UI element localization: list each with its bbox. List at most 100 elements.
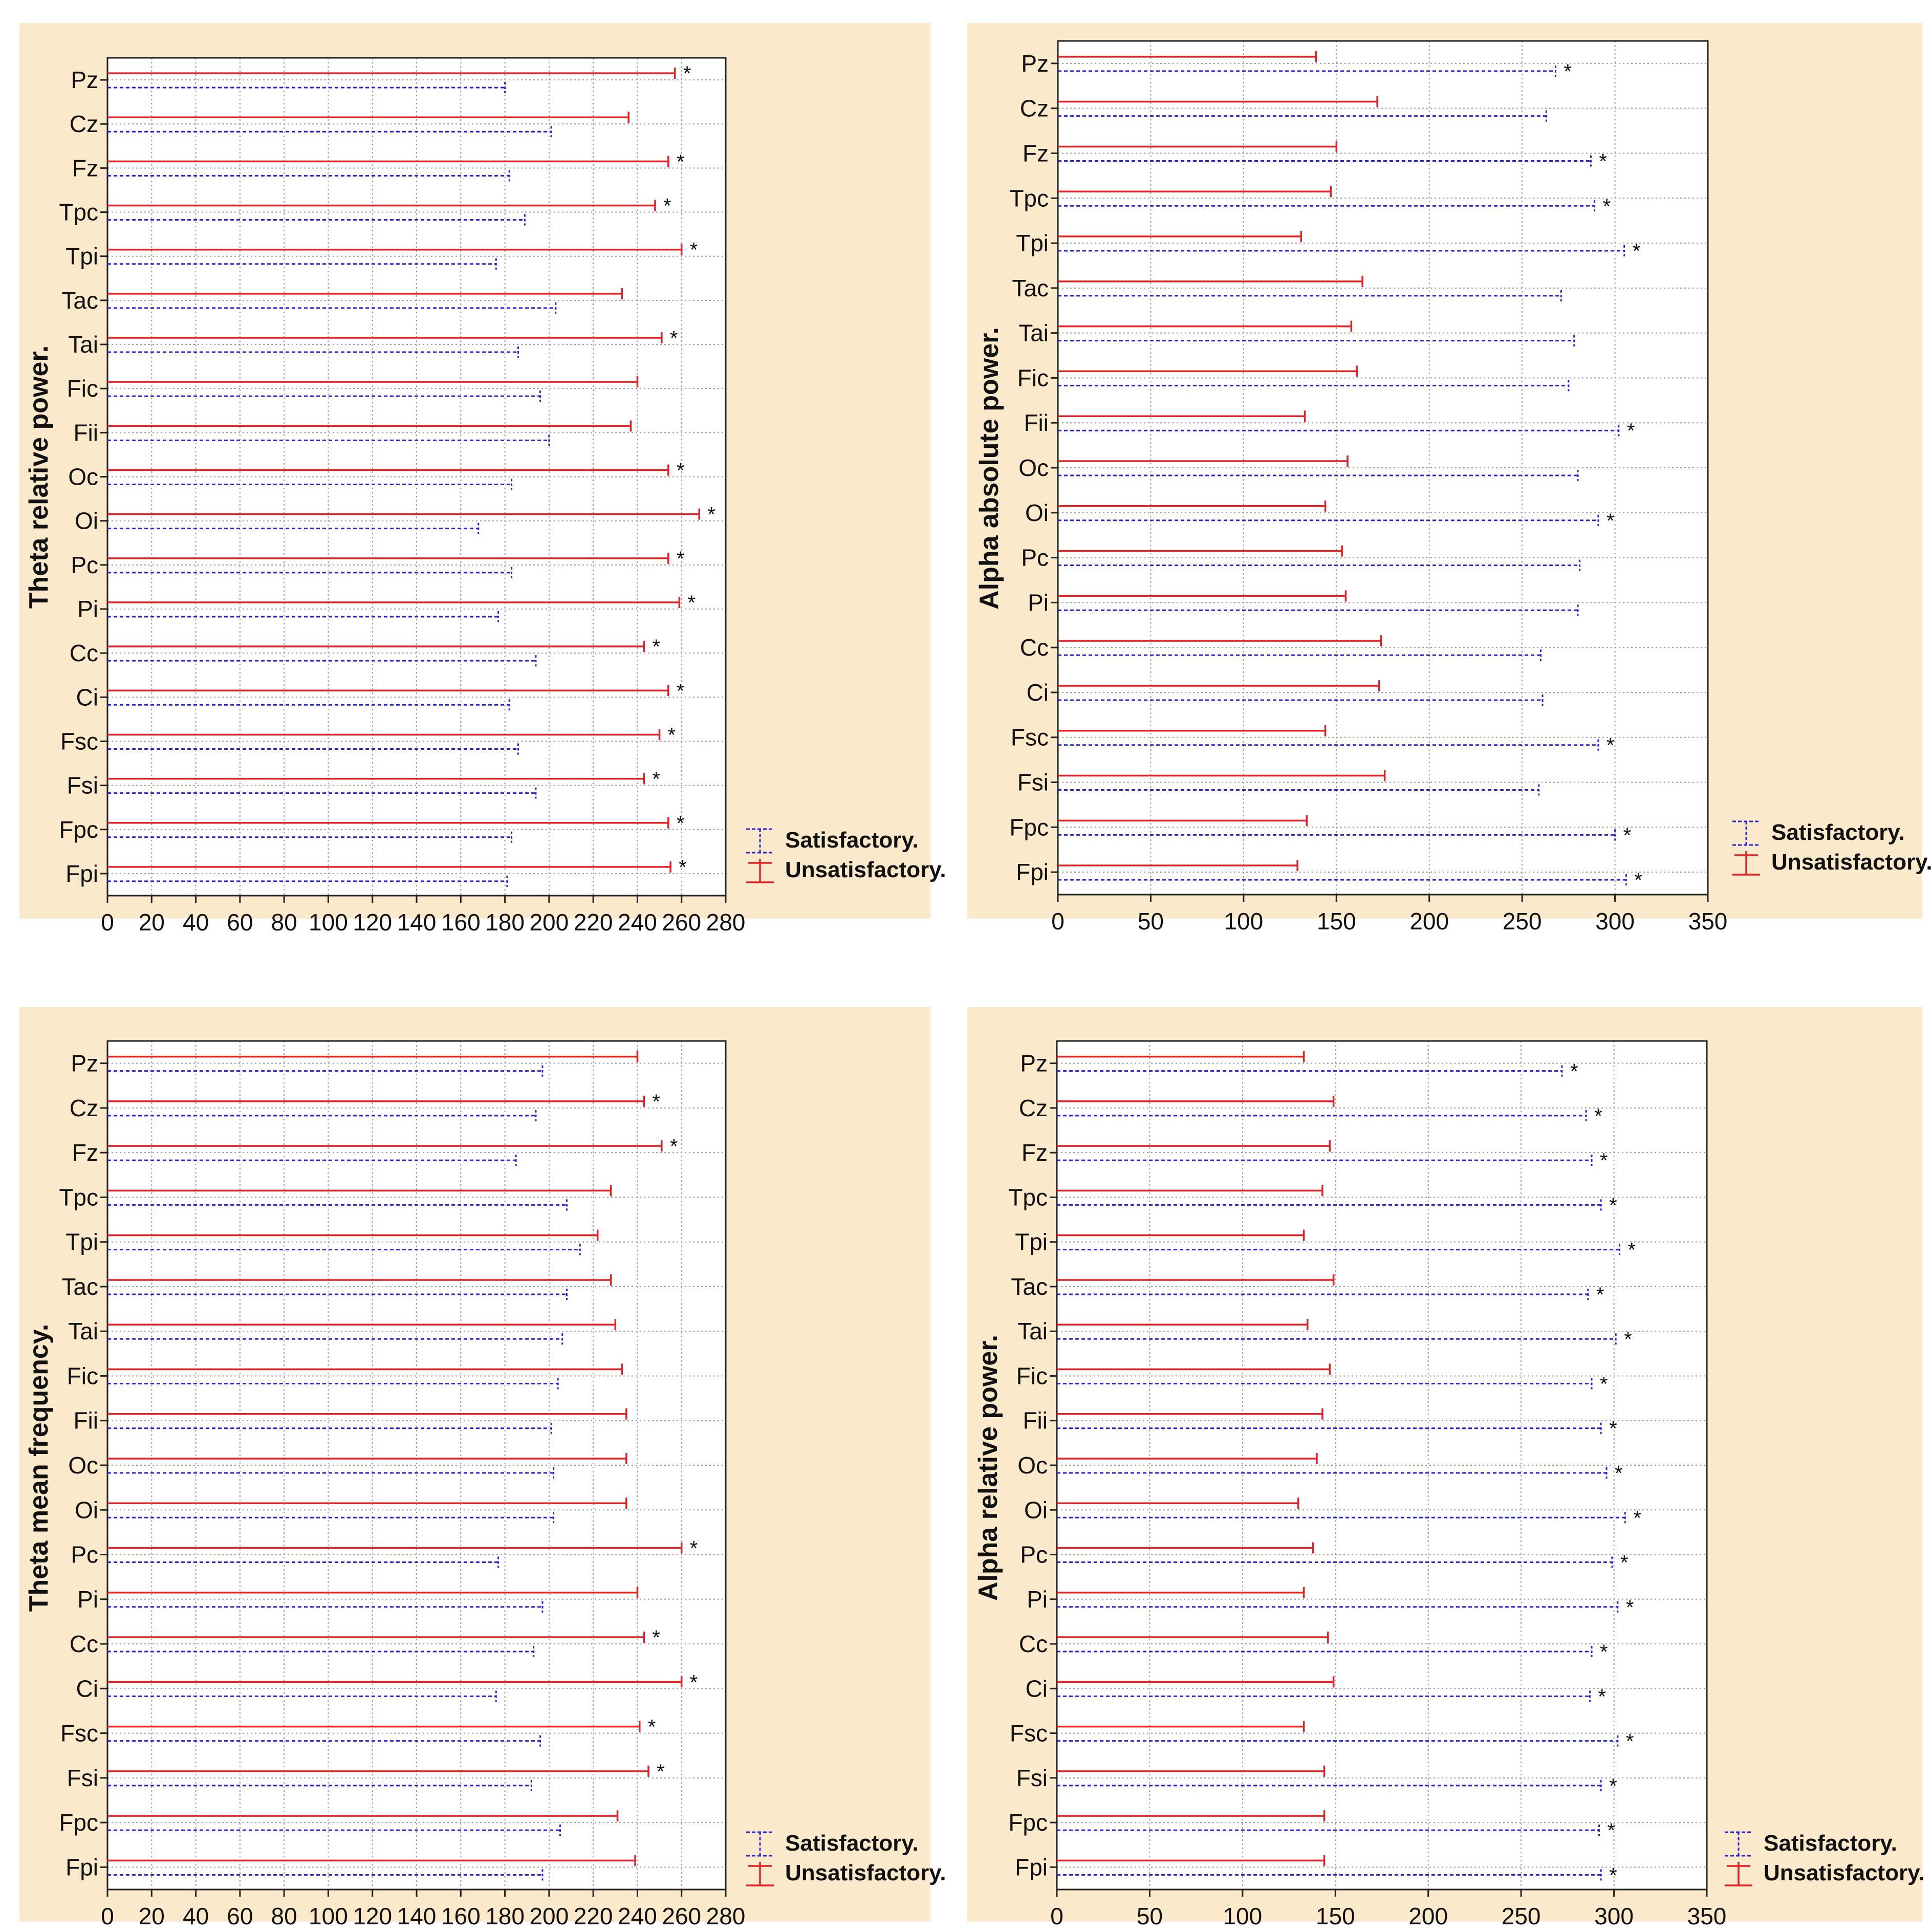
significance-marker-fsi: * — [652, 768, 660, 791]
y-tick-label-tai: Tai — [1017, 1318, 1048, 1344]
x-tick-label: 150 — [1316, 1903, 1355, 1929]
y-tick-label-tpc: Tpc — [59, 1184, 98, 1210]
significance-marker-fz: * — [670, 1135, 678, 1158]
x-tick-label: 80 — [271, 1903, 297, 1929]
chart-panel-alpha-relative-power: 0 50 100 150 200 250 300 350 Pz * Cz * Fz * Tpc * Tpi * Ta… — [967, 1007, 1925, 1929]
x-tick-label: 20 — [139, 1903, 165, 1929]
y-tick-label-tac: Tac — [1012, 275, 1049, 301]
x-tick-label: 120 — [353, 1903, 392, 1929]
y-tick-label-fpi: Fpi — [1015, 1854, 1048, 1880]
significance-marker-fsi: * — [1609, 1775, 1617, 1797]
significance-marker-fsc: * — [648, 1716, 656, 1739]
chart-svg-theta-relative-power: 0 20 40 60 80 100 120 140 160 180 200 220 240 260 280 P… — [24, 57, 946, 936]
significance-marker-fii: * — [1609, 1418, 1617, 1440]
legend-satisfactory-label: Satisfactory. — [785, 1831, 919, 1856]
y-tick-label-pi: Pi — [1028, 589, 1049, 616]
x-tick-label: 260 — [662, 1903, 701, 1929]
x-tick-label: 220 — [574, 1903, 613, 1929]
y-tick-label-pc: Pc — [1020, 1542, 1048, 1568]
y-tick-label-tac: Tac — [1011, 1273, 1048, 1300]
y-tick-label-fsc: Fsc — [60, 728, 98, 754]
significance-marker-oi: * — [1607, 510, 1615, 532]
significance-marker-tpi: * — [1627, 1239, 1636, 1262]
x-tick-label: 180 — [485, 909, 525, 936]
y-tick-label-fii: Fii — [1023, 1407, 1048, 1434]
y-tick-label-pc: Pc — [1021, 545, 1049, 571]
y-tick-label-fsi: Fsi — [67, 772, 98, 799]
significance-marker-fic: * — [1600, 1373, 1608, 1395]
y-tick-label-oi: Oi — [75, 1496, 98, 1523]
x-tick-label: 60 — [227, 909, 253, 936]
significance-marker-pc: * — [1620, 1552, 1629, 1574]
y-tick-label-pc: Pc — [71, 1542, 98, 1568]
x-tick-label: 240 — [618, 1903, 657, 1929]
y-tick-label-cc: Cc — [1019, 1631, 1048, 1657]
y-tick-label-fic: Fic — [1016, 1362, 1048, 1389]
y-tick-label-tpi: Tpi — [66, 1229, 98, 1255]
chart-panel-theta-mean-frequency: 0 20 40 60 80 100 120 140 160 180 200 220 240 260 280 P… — [19, 1007, 946, 1929]
y-tick-label-cz: Cz — [1019, 1095, 1048, 1121]
x-tick-label: 300 — [1594, 1903, 1634, 1929]
x-tick-label: 50 — [1138, 908, 1164, 935]
significance-marker-tai: * — [1624, 1328, 1632, 1351]
significance-marker-fpc: * — [677, 812, 685, 835]
significance-marker-cc: * — [652, 1626, 660, 1649]
y-tick-label-fsc: Fsc — [1011, 724, 1049, 751]
significance-marker-fz: * — [677, 150, 685, 173]
x-tick-label: 100 — [309, 1903, 348, 1929]
x-tick-label: 0 — [1050, 1903, 1063, 1929]
x-tick-label: 160 — [441, 909, 481, 936]
y-tick-label-tpi: Tpi — [1015, 1229, 1048, 1255]
y-tick-label-cc: Cc — [1020, 634, 1049, 661]
y-tick-label-ci: Ci — [1027, 679, 1049, 706]
y-tick-label-fic: Fic — [67, 375, 98, 402]
x-tick-label: 0 — [101, 1903, 114, 1929]
y-tick-label-fic: Fic — [1017, 364, 1049, 391]
y-axis-title: Alpha absolute power. — [974, 327, 1004, 610]
significance-marker-fpi: * — [1609, 1864, 1617, 1886]
y-tick-label-fii: Fii — [73, 419, 98, 446]
y-tick-label-fpi: Fpi — [1016, 859, 1049, 885]
legend-unsatisfactory-label: Unsatisfactory. — [1771, 850, 1932, 875]
significance-marker-pz: * — [1564, 60, 1572, 83]
y-tick-label-fsi: Fsi — [67, 1765, 98, 1791]
y-tick-label-fz: Fz — [1023, 140, 1049, 166]
significance-marker-ci: * — [1598, 1685, 1606, 1708]
y-tick-label-oi: Oi — [75, 508, 98, 534]
y-tick-label-oi: Oi — [1025, 500, 1049, 526]
x-tick-label: 50 — [1137, 1903, 1163, 1929]
significance-marker-fpi: * — [1634, 869, 1642, 892]
x-tick-label: 260 — [662, 909, 701, 936]
x-tick-label: 100 — [309, 909, 348, 936]
y-tick-label-tpi: Tpi — [66, 243, 98, 270]
legend-satisfactory-label: Satisfactory. — [1764, 1831, 1897, 1856]
y-tick-label-pz: Pz — [1021, 50, 1049, 77]
significance-marker-pc: * — [677, 548, 685, 570]
y-tick-label-tac: Tac — [61, 1273, 98, 1300]
significance-marker-fz: * — [1600, 1149, 1608, 1172]
significance-marker-oi: * — [707, 504, 715, 526]
x-tick-label: 160 — [441, 1903, 481, 1929]
y-tick-label-tpi: Tpi — [1016, 230, 1049, 256]
chart-svg-alpha-relative-power: 0 50 100 150 200 250 300 350 Pz * Cz * Fz * Tpc * Tpi * Ta… — [973, 1040, 1925, 1929]
y-tick-label-fii: Fii — [73, 1407, 98, 1434]
y-tick-label-tai: Tai — [68, 331, 98, 358]
y-tick-label-tpc: Tpc — [1008, 1184, 1048, 1210]
significance-marker-tpc: * — [1603, 195, 1611, 218]
significance-marker-fsc: * — [1626, 1730, 1634, 1753]
x-tick-label: 180 — [485, 1903, 525, 1929]
significance-marker-fpc: * — [1623, 824, 1632, 846]
y-tick-label-cz: Cz — [1020, 95, 1049, 122]
significance-marker-oc: * — [677, 460, 685, 482]
significance-marker-tpc: * — [663, 195, 671, 218]
y-tick-label-fz: Fz — [72, 1139, 98, 1166]
significance-marker-tai: * — [670, 327, 678, 350]
y-tick-label-pz: Pz — [71, 67, 98, 93]
significance-marker-cz: * — [1594, 1105, 1602, 1127]
x-tick-label: 60 — [227, 1903, 253, 1929]
y-tick-label-pi: Pi — [1027, 1586, 1048, 1613]
chart-panel-alpha-absolute-power: 0 50 100 150 200 250 300 350 Pz * Cz Fz * Tpc * Tpi * Tac… — [967, 23, 1932, 935]
legend-unsatisfactory-label: Unsatisfactory. — [785, 857, 946, 882]
y-tick-label-fz: Fz — [72, 155, 98, 181]
y-tick-label-ci: Ci — [76, 684, 98, 710]
